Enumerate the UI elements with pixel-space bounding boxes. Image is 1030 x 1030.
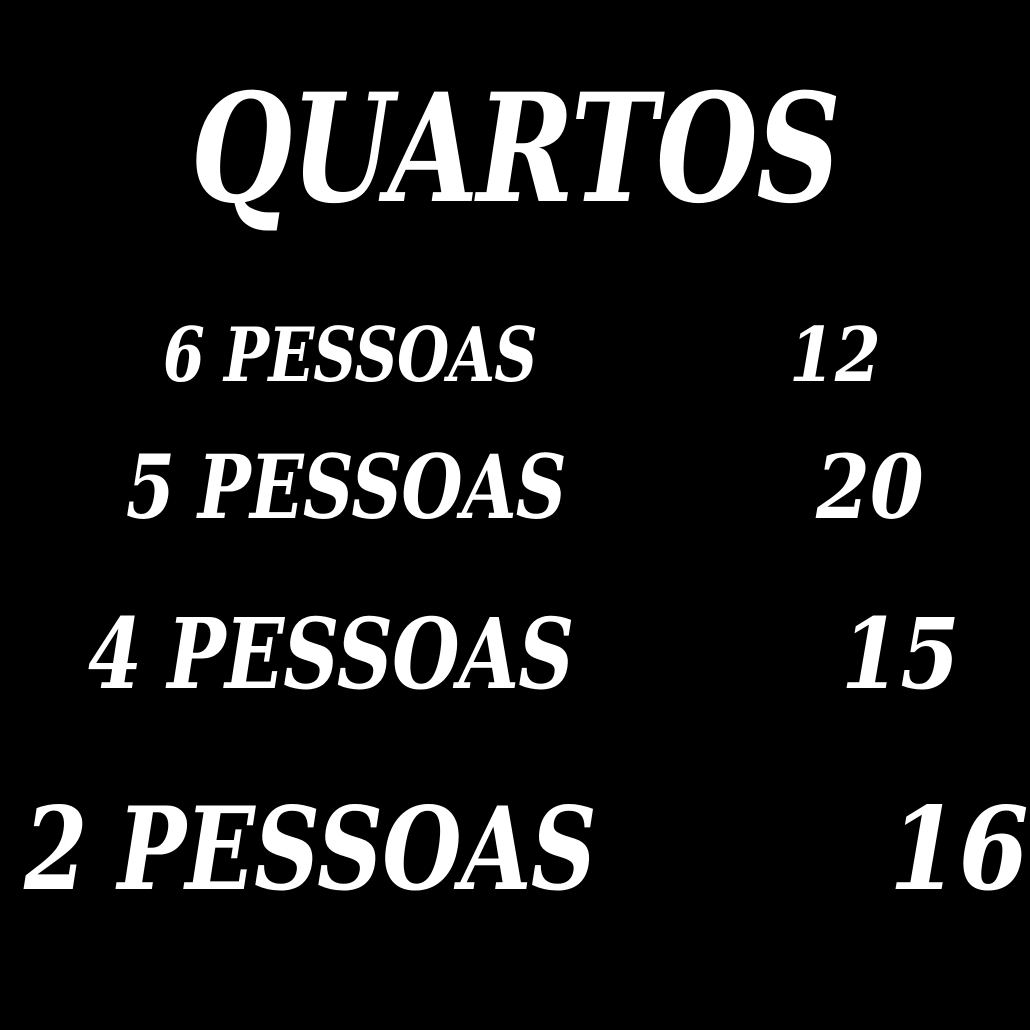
room-capacity-label: 5 PESSOAS [126,435,567,539]
page-title: QUARTOS [190,61,841,237]
room-row-4-pessoas: 4 PESSOAS 15 [0,606,1030,703]
room-count-value: 16 [889,782,1029,916]
room-row-5-pessoas: 5 PESSOAS 20 [0,443,1030,531]
title-container: QUARTOS [0,74,1030,224]
room-capacity-label: 2 PESSOAS [24,782,597,916]
room-capacity-label: 4 PESSOAS [88,597,574,711]
room-count-value: 20 [816,435,924,539]
room-count-value: 12 [789,311,881,399]
room-capacity-label: 6 PESSOAS [163,311,538,399]
room-count-value: 15 [841,597,960,711]
room-row-2-pessoas: 2 PESSOAS 16 [0,792,1030,906]
room-row-6-pessoas: 6 PESSOAS 12 [0,318,1030,393]
